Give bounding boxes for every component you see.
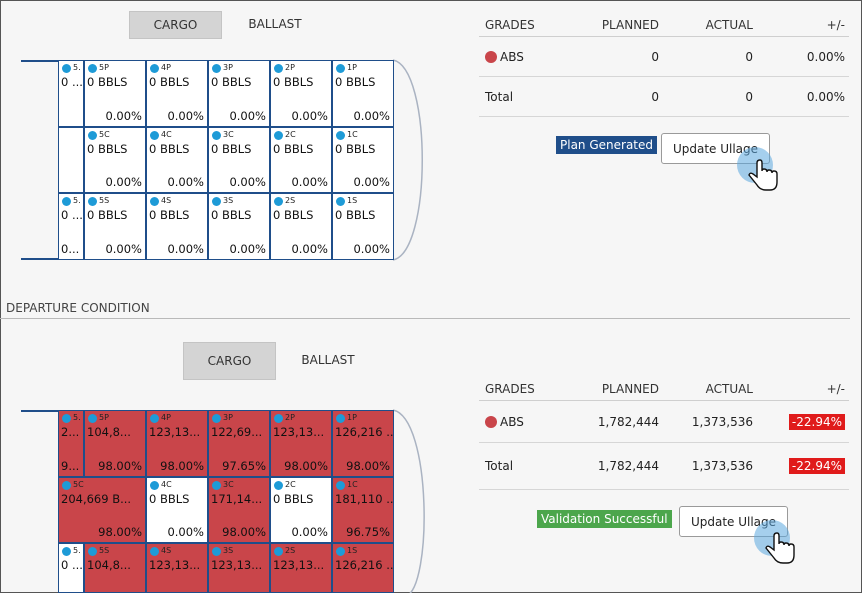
- tank-dot-icon: [274, 547, 283, 556]
- tank-dot-icon: [150, 481, 159, 490]
- tank-3c-departure[interactable]: 3C 171,14... 98.00%: [208, 477, 270, 543]
- tank-2p-departure[interactable]: 2P 123,13... 98.00%: [270, 410, 332, 477]
- section-title-departure: DEPARTURE CONDITION: [6, 301, 150, 315]
- section-divider: [0, 318, 850, 319]
- variance-badge: -22.94%: [788, 413, 845, 430]
- tank-slop-port-departure[interactable]: 5. 2... 9...: [58, 410, 84, 477]
- tank-dot-icon: [62, 414, 71, 423]
- tank-dot-icon: [88, 414, 97, 423]
- tank-dot-icon: [274, 414, 283, 423]
- tank-dot-icon: [88, 547, 97, 556]
- tank-5s[interactable]: 5S 0 BBLS 0.00%: [84, 193, 146, 260]
- tank-2c-departure[interactable]: 2C 0 BBLS 0.00%: [270, 477, 332, 543]
- tank-3p[interactable]: 3P 0 BBLS 0.00%: [208, 60, 270, 127]
- grades-table-top: GRADES PLANNED ACTUAL +/- ABS 0 0 0.00% …: [479, 15, 849, 125]
- tank-dot-icon: [150, 197, 159, 206]
- tank-dot-icon: [150, 414, 159, 423]
- status-badge-validation-successful: Validation Successful: [537, 510, 672, 528]
- tank-dot-icon: [336, 131, 345, 140]
- tank-dot-icon: [212, 481, 221, 490]
- tank-dot-icon: [62, 197, 71, 206]
- tank-dot-icon: [212, 414, 221, 423]
- tank-dot-icon: [88, 197, 97, 206]
- grade-row-abs[interactable]: ABS 0 0 0.00%: [479, 37, 849, 77]
- tank-dot-icon: [336, 197, 345, 206]
- tank-5p[interactable]: 5P 0 BBLS 0.00%: [84, 60, 146, 127]
- tank-1s-departure[interactable]: 1S 126,216 ...: [332, 543, 394, 593]
- tank-5p-departure[interactable]: 5P 104,8... 98.00%: [84, 410, 146, 477]
- tank-dot-icon: [150, 131, 159, 140]
- tank-slop-center[interactable]: [58, 127, 84, 193]
- tank-dot-icon: [212, 547, 221, 556]
- tab-ballast-top[interactable]: BALLAST: [248, 17, 302, 31]
- hand-pointer-icon: [737, 147, 778, 191]
- tank-dot-icon: [212, 197, 221, 206]
- tank-3c[interactable]: 3C 0 BBLS 0.00%: [208, 127, 270, 193]
- tank-dot-icon: [274, 481, 283, 490]
- tank-1c-departure[interactable]: 1C 181,110 ... 96.75%: [332, 477, 394, 543]
- tank-4c[interactable]: 4C 0 BBLS 0.00%: [146, 127, 208, 193]
- tank-dot-icon: [336, 414, 345, 423]
- tank-1p-departure[interactable]: 1P 126,216 ... 98.00%: [332, 410, 394, 477]
- tank-dot-icon: [62, 64, 71, 73]
- hand-pointer-icon: [754, 520, 795, 564]
- tank-5s-departure[interactable]: 5S 104,8...: [84, 543, 146, 593]
- tank-5c[interactable]: 5C 0 BBLS 0.00%: [84, 127, 146, 193]
- status-badge-plan-generated: Plan Generated: [556, 136, 658, 154]
- tank-1c[interactable]: 1C 0 BBLS 0.00%: [332, 127, 394, 193]
- variance-badge: -22.94%: [788, 458, 845, 474]
- tank-dot-icon: [336, 481, 345, 490]
- tank-4c-departure[interactable]: 4C 0 BBLS 0.00%: [146, 477, 208, 543]
- ship-bow-top: [392, 59, 423, 261]
- tank-dot-icon: [212, 64, 221, 73]
- grade-row-total: Total 1,782,444 1,373,536 -22.94%: [479, 443, 849, 490]
- tank-4s-departure[interactable]: 4S 123,13...: [146, 543, 208, 593]
- tank-3s-departure[interactable]: 3S 123,13...: [208, 543, 270, 593]
- grade-row-total: Total 0 0 0.00%: [479, 77, 849, 117]
- tank-slop-port[interactable]: 5. 0 ...: [58, 60, 84, 127]
- tank-2s[interactable]: 2S 0 BBLS 0.00%: [270, 193, 332, 260]
- grade-dot-icon: [485, 415, 497, 428]
- tank-4p[interactable]: 4P 0 BBLS 0.00%: [146, 60, 208, 127]
- tank-dot-icon: [212, 131, 221, 140]
- grade-dot-icon: [485, 50, 497, 63]
- tank-dot-icon: [274, 64, 283, 73]
- tank-dot-icon: [88, 64, 97, 73]
- tank-dot-icon: [62, 481, 71, 490]
- tank-dot-icon: [274, 131, 283, 140]
- tank-dot-icon: [62, 547, 71, 556]
- tank-dot-icon: [150, 547, 159, 556]
- tank-3p-departure[interactable]: 3P 122,69... 97.65%: [208, 410, 270, 477]
- tank-dot-icon: [274, 197, 283, 206]
- grades-header: GRADES PLANNED ACTUAL +/-: [479, 15, 849, 37]
- grades-table-departure: GRADES PLANNED ACTUAL +/- ABS 1,782,444 …: [479, 379, 849, 490]
- tab-ballast-departure[interactable]: BALLAST: [301, 353, 355, 367]
- grades-header: GRADES PLANNED ACTUAL +/-: [479, 379, 849, 401]
- ship-bow-departure: [392, 409, 425, 593]
- tank-2p[interactable]: 2P 0 BBLS 0.00%: [270, 60, 332, 127]
- grade-row-abs[interactable]: ABS 1,782,444 1,373,536 -22.94%: [479, 401, 849, 443]
- tank-1p[interactable]: 1P 0 BBLS 0.00%: [332, 60, 394, 127]
- tank-dot-icon: [88, 131, 97, 140]
- tank-slop-stbd[interactable]: 5. 0 ... 0...: [58, 193, 84, 260]
- tank-dot-icon: [336, 64, 345, 73]
- tank-3s[interactable]: 3S 0 BBLS 0.00%: [208, 193, 270, 260]
- tank-slop-stbd-departure[interactable]: 5. 0 ...: [58, 543, 84, 593]
- tank-dot-icon: [336, 547, 345, 556]
- tank-2s-departure[interactable]: 2S 123,13...: [270, 543, 332, 593]
- tank-1s[interactable]: 1S 0 BBLS 0.00%: [332, 193, 394, 260]
- tab-cargo-top[interactable]: CARGO: [129, 11, 222, 39]
- tank-4s[interactable]: 4S 0 BBLS 0.00%: [146, 193, 208, 260]
- tank-5c-departure[interactable]: 5C 204,669 B... 98.00%: [58, 477, 146, 543]
- tank-4p-departure[interactable]: 4P 123,13... 98.00%: [146, 410, 208, 477]
- tab-cargo-departure[interactable]: CARGO: [183, 342, 276, 380]
- tank-2c[interactable]: 2C 0 BBLS 0.00%: [270, 127, 332, 193]
- tank-dot-icon: [150, 64, 159, 73]
